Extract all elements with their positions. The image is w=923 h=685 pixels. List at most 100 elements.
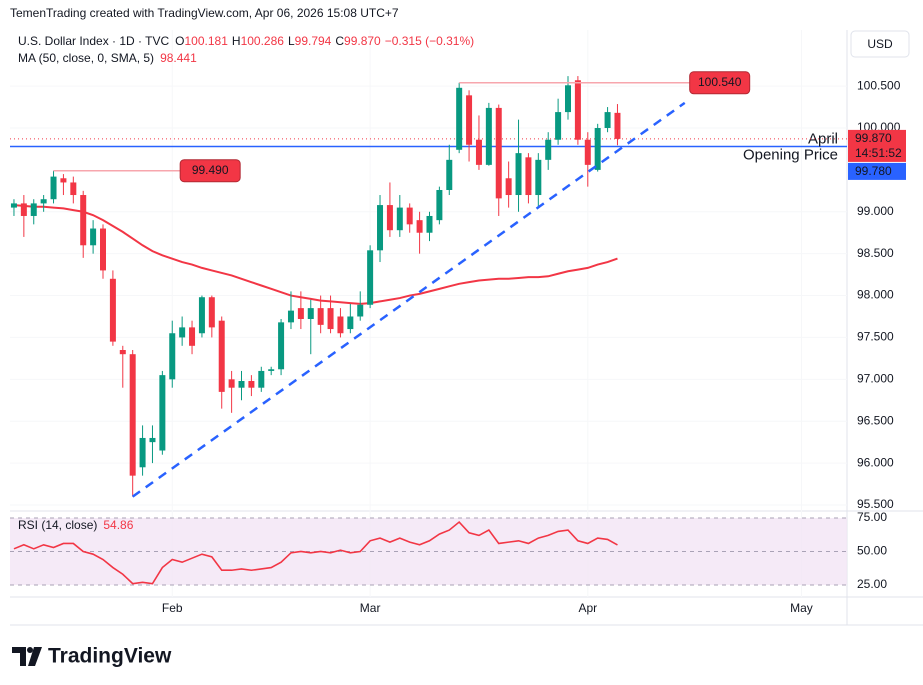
candle-body bbox=[278, 322, 285, 370]
candle-body bbox=[545, 139, 552, 160]
candle-body bbox=[495, 107, 502, 199]
y-tick-label: 99.000 bbox=[857, 204, 894, 218]
legend-item: O bbox=[175, 34, 184, 48]
candle-body bbox=[604, 112, 611, 129]
legend-item: 99.794 bbox=[295, 34, 332, 48]
legend-item: H bbox=[232, 34, 241, 48]
x-tick-label: Apr bbox=[578, 601, 597, 615]
y-tick-label: 100.500 bbox=[857, 78, 901, 92]
candle-body bbox=[10, 203, 17, 208]
candle-body bbox=[357, 304, 364, 317]
legend-item: 100.286 bbox=[241, 34, 285, 48]
candle-body bbox=[555, 112, 562, 140]
legend-item: C bbox=[335, 34, 344, 48]
note-box bbox=[179, 159, 241, 183]
candle-body bbox=[327, 308, 334, 330]
y-tick-label: 98.000 bbox=[857, 288, 894, 302]
currency-button[interactable] bbox=[850, 30, 910, 58]
legend: RSI (14, close) 54.86 bbox=[18, 518, 134, 532]
note-label: 100.540 bbox=[698, 75, 742, 89]
candle-body bbox=[159, 375, 166, 451]
candle-body bbox=[297, 308, 304, 320]
candle-body bbox=[179, 327, 186, 338]
y-tick-label: 95.500 bbox=[857, 497, 894, 511]
legend-item: −0.315 (−0.31%) bbox=[385, 34, 474, 48]
logo-dot bbox=[27, 647, 33, 653]
candle-body bbox=[149, 437, 156, 443]
candle-body bbox=[475, 139, 482, 165]
x-tick-label: Mar bbox=[360, 601, 381, 615]
candle-body bbox=[535, 159, 542, 196]
candle-body bbox=[446, 159, 453, 190]
candle-body bbox=[20, 203, 27, 216]
candle-body bbox=[436, 190, 443, 221]
rsi-tick-label: 50.00 bbox=[857, 544, 887, 558]
x-tick-label: May bbox=[790, 601, 813, 615]
candle-body bbox=[485, 107, 492, 165]
candle-body bbox=[396, 207, 403, 231]
candle-body bbox=[386, 205, 393, 231]
y-tick-label: 96.000 bbox=[857, 455, 894, 469]
trendline bbox=[131, 101, 686, 498]
rsi-tick-label: 75.00 bbox=[857, 510, 887, 524]
footer-brand: TradingView bbox=[48, 645, 172, 668]
candle-body bbox=[228, 379, 235, 388]
currency[interactable]: USD bbox=[867, 37, 893, 51]
candle-body bbox=[119, 350, 126, 355]
legend-item: L bbox=[288, 34, 295, 48]
note-box bbox=[689, 71, 751, 95]
candle-body bbox=[50, 176, 57, 200]
candle-body bbox=[367, 250, 374, 305]
header: TemenTrading created with TradingView.co… bbox=[10, 6, 399, 20]
candle-body bbox=[525, 157, 532, 196]
candle-body bbox=[189, 327, 196, 346]
rsi-tick-label: 25.00 bbox=[857, 577, 887, 591]
candle-body bbox=[258, 370, 265, 388]
y-tick-label: 97.000 bbox=[857, 371, 894, 385]
legend-item: 54.86 bbox=[103, 518, 133, 532]
candle-body bbox=[268, 369, 275, 371]
candle-body bbox=[139, 437, 146, 468]
candle-body bbox=[584, 139, 591, 165]
candle-body bbox=[109, 278, 116, 342]
candle-body bbox=[456, 87, 463, 150]
ma-line bbox=[13, 204, 618, 305]
candle-body bbox=[347, 316, 354, 330]
rsi-line bbox=[13, 520, 618, 585]
candle-body bbox=[198, 297, 205, 334]
candle-body bbox=[208, 297, 215, 328]
candle-body bbox=[307, 308, 314, 320]
level-badge bbox=[848, 162, 906, 180]
candle-body bbox=[218, 320, 225, 392]
candle-body bbox=[594, 128, 601, 170]
legend-item: U.S. Dollar Index · 1D · TVC bbox=[18, 34, 169, 48]
logo-mark bbox=[28, 647, 42, 666]
candle-body bbox=[416, 220, 423, 233]
candle-body bbox=[80, 195, 87, 246]
candle-body bbox=[466, 95, 473, 145]
candle-body bbox=[70, 182, 77, 196]
legend-item: 98.441 bbox=[160, 51, 197, 65]
logo bbox=[12, 647, 42, 666]
legend-item: 99.870 bbox=[344, 34, 381, 48]
y-tick-label: 98.500 bbox=[857, 246, 894, 260]
candle-body bbox=[406, 207, 413, 225]
candle-body bbox=[515, 153, 522, 196]
legend-item: RSI (14, close) bbox=[18, 518, 97, 532]
x-tick-label: Feb bbox=[162, 601, 183, 615]
candle-body bbox=[40, 199, 47, 204]
logo-mark bbox=[12, 647, 26, 666]
legend: MA (50, close, 0, SMA, 5) 98.441 bbox=[18, 51, 197, 65]
candle-body bbox=[90, 228, 97, 246]
candle-body bbox=[426, 215, 433, 233]
last-price-label: 99.870 bbox=[855, 131, 892, 145]
candle-body bbox=[565, 85, 571, 113]
level-label: 99.780 bbox=[855, 164, 892, 178]
candle-body bbox=[337, 316, 344, 334]
legend-item: 100.181 bbox=[185, 34, 229, 48]
candle-body bbox=[614, 112, 621, 139]
candle-body bbox=[30, 203, 37, 216]
candle-body bbox=[287, 310, 294, 323]
candle-body bbox=[169, 333, 176, 380]
